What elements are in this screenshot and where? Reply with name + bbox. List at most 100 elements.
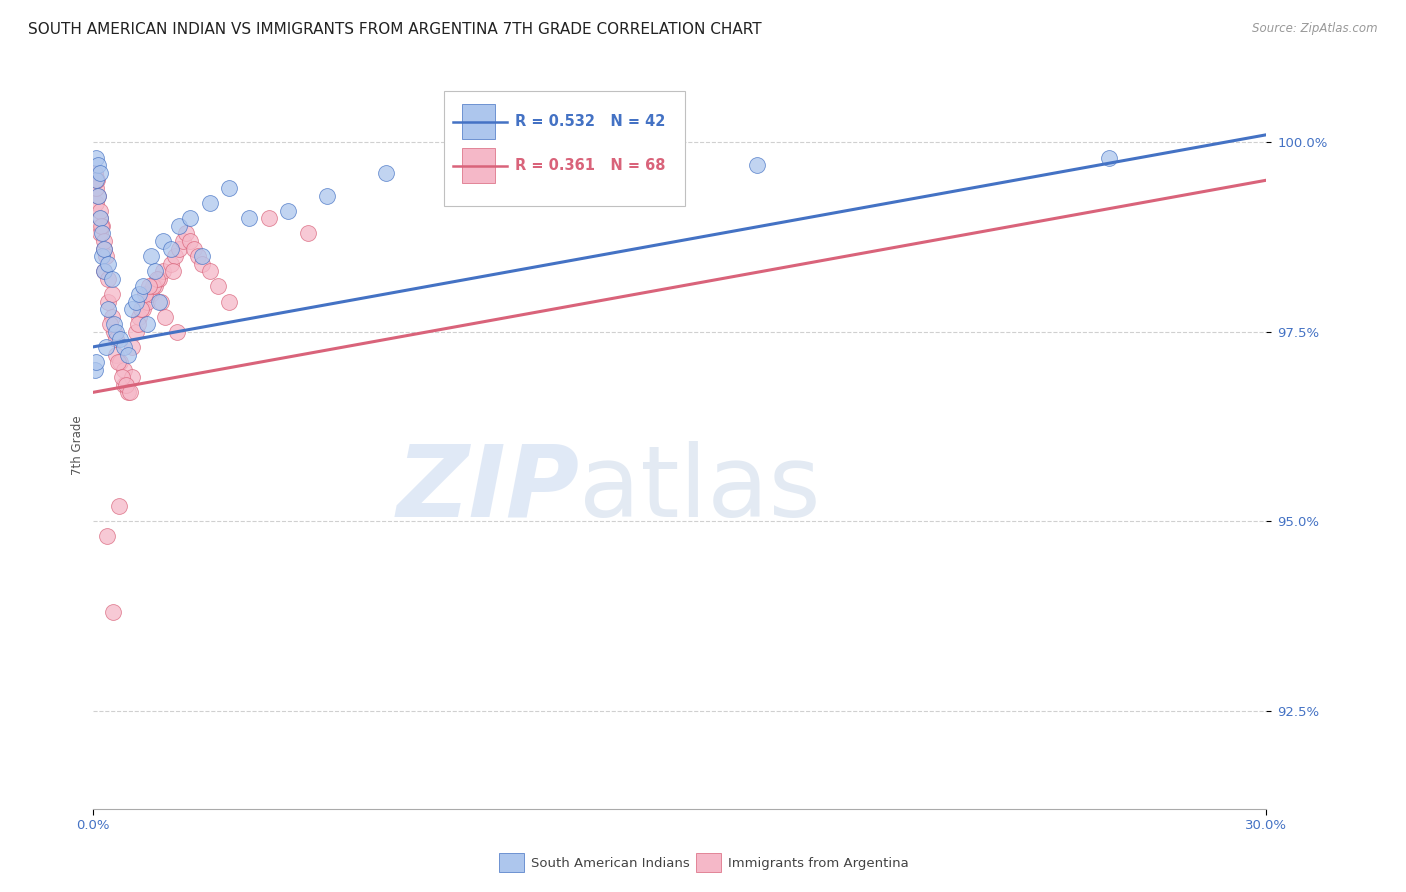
Point [138, 279, 160, 293]
Point [128, 287, 150, 301]
Point [136, 318, 159, 332]
Point [162, 264, 184, 278]
Point [153, 310, 176, 324]
Point [191, 257, 214, 271]
Point [86, 196, 108, 211]
Point [91, 219, 114, 233]
Point [97, 294, 120, 309]
Point [167, 219, 190, 233]
Point [87, 188, 110, 202]
Point [143, 279, 166, 293]
Point [96, 249, 118, 263]
Point [89, 211, 111, 226]
Point [117, 385, 139, 400]
Point [141, 287, 163, 301]
Point [297, 227, 319, 241]
Point [87, 188, 110, 202]
Point [238, 211, 260, 226]
Point [176, 227, 198, 241]
Point [107, 355, 129, 369]
Point [108, 355, 131, 369]
Point [108, 333, 131, 347]
Point [98, 318, 121, 332]
Point [117, 347, 139, 361]
Point [136, 294, 159, 309]
Point [86, 173, 108, 187]
Point [148, 294, 170, 309]
Point [114, 377, 136, 392]
Point [127, 318, 149, 332]
Point [191, 249, 214, 263]
Point [277, 203, 299, 218]
Point [103, 325, 125, 339]
Point [93, 242, 115, 256]
Point [187, 249, 209, 263]
Point [96, 529, 118, 543]
Point [89, 203, 111, 218]
Point [108, 499, 131, 513]
Point [118, 385, 141, 400]
Text: South American Indians: South American Indians [531, 857, 690, 870]
Point [93, 264, 115, 278]
Text: SOUTH AMERICAN INDIAN VS IMMIGRANTS FROM ARGENTINA 7TH GRADE CORRELATION CHART: SOUTH AMERICAN INDIAN VS IMMIGRANTS FROM… [28, 22, 762, 37]
Text: Immigrants from Argentina: Immigrants from Argentina [728, 857, 910, 870]
Point [87, 158, 110, 172]
Point [89, 166, 111, 180]
Point [179, 211, 201, 226]
Point [105, 347, 128, 361]
Point [86, 151, 108, 165]
Point [103, 318, 125, 332]
Point [141, 249, 163, 263]
Point [172, 234, 194, 248]
Point [121, 370, 143, 384]
Point [167, 242, 190, 256]
Point [159, 242, 181, 256]
Point [218, 294, 240, 309]
Point [198, 264, 221, 278]
Point [124, 294, 146, 309]
Point [128, 310, 150, 324]
Point [105, 325, 128, 339]
Point [112, 340, 135, 354]
Text: R = 0.532   N = 42: R = 0.532 N = 42 [515, 114, 665, 129]
Point [146, 272, 169, 286]
Bar [463, 104, 495, 139]
Point [131, 302, 153, 317]
Point [93, 234, 115, 248]
Text: Source: ZipAtlas.com: Source: ZipAtlas.com [1253, 22, 1378, 36]
Point [374, 166, 396, 180]
Point [90, 219, 112, 233]
Point [93, 242, 115, 256]
Point [101, 287, 124, 301]
Point [207, 279, 229, 293]
Text: ZIP: ZIP [396, 441, 579, 538]
Point [96, 340, 118, 354]
Point [83, 362, 105, 376]
Point [101, 310, 124, 324]
Bar [463, 148, 495, 183]
Point [121, 302, 143, 317]
Point [132, 302, 155, 317]
Point [97, 257, 120, 271]
Point [198, 196, 221, 211]
Point [112, 362, 135, 376]
Point [163, 249, 186, 263]
Point [159, 257, 181, 271]
Point [132, 279, 155, 293]
Point [150, 294, 173, 309]
Point [124, 325, 146, 339]
Point [91, 249, 114, 263]
Point [91, 227, 114, 241]
Point [257, 211, 280, 226]
Point [86, 173, 108, 187]
Point [97, 272, 120, 286]
Point [166, 325, 188, 339]
Point [179, 234, 201, 248]
Point [316, 188, 339, 202]
Point [89, 227, 111, 241]
Point [143, 264, 166, 278]
Point [86, 173, 108, 187]
Point [97, 302, 120, 317]
Point [152, 234, 174, 248]
Point [183, 242, 205, 256]
